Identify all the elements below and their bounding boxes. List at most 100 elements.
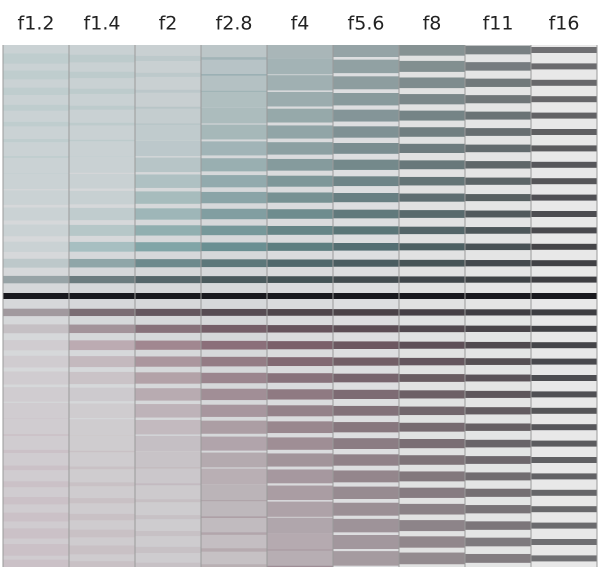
stripe (531, 178, 597, 185)
stripe (267, 357, 333, 367)
stripe (333, 325, 399, 333)
photo-column (399, 45, 465, 567)
stripe (531, 424, 597, 431)
stripe (201, 124, 267, 140)
stripe (135, 225, 201, 236)
column-background (465, 45, 531, 567)
stripe (3, 224, 69, 237)
stripe (333, 276, 399, 283)
stripe (3, 139, 69, 158)
stripe (333, 143, 399, 154)
stripe (267, 125, 333, 139)
column-background (267, 45, 333, 567)
stripe (69, 403, 135, 419)
stripe (399, 309, 465, 316)
stripe (465, 407, 531, 415)
stripe (333, 518, 399, 533)
stripe (531, 555, 597, 562)
stripe (399, 226, 465, 235)
stripe (531, 539, 597, 545)
stripe (135, 404, 201, 418)
stripe (267, 389, 333, 400)
stripe (465, 95, 531, 104)
stripe (201, 484, 267, 502)
stripe (465, 210, 531, 218)
photo-column (333, 45, 399, 567)
stripe (201, 436, 267, 451)
stripe (333, 45, 399, 57)
stripe (135, 259, 201, 268)
stripe (267, 58, 333, 75)
stripe (399, 77, 465, 89)
stripe (69, 105, 135, 126)
photo-column (267, 45, 333, 567)
stripe (135, 467, 201, 486)
stripe (531, 522, 597, 529)
stripe (69, 190, 135, 205)
stripe (465, 260, 531, 267)
stripe (3, 121, 69, 143)
stripe (135, 276, 201, 284)
stripe (267, 533, 333, 551)
stripe (135, 562, 201, 567)
stripe (201, 340, 267, 350)
stripe (399, 406, 465, 416)
stripe (69, 561, 135, 567)
stripe (267, 209, 333, 219)
stripe (201, 388, 267, 401)
stripe (399, 390, 465, 399)
stripe (201, 500, 267, 518)
stripe (531, 325, 597, 332)
stripe (333, 357, 399, 366)
stripe (399, 455, 465, 465)
aperture-label: f5.6 (348, 13, 385, 35)
stripe (135, 89, 201, 109)
stripe (333, 109, 399, 122)
stripe (333, 551, 399, 566)
stripe (135, 356, 201, 367)
stripe (3, 449, 69, 471)
stripe (333, 93, 399, 106)
stripe (333, 405, 399, 416)
stripe (399, 193, 465, 202)
stripe (69, 466, 135, 487)
stripe (69, 324, 135, 334)
stripe (3, 340, 69, 351)
stripe (531, 473, 597, 480)
stripe (333, 193, 399, 203)
stripe (135, 324, 201, 333)
stripe (3, 275, 69, 284)
stripe (267, 325, 333, 333)
stripe (69, 275, 135, 284)
stripe (201, 293, 267, 299)
stripe (465, 456, 531, 464)
stripe (3, 371, 69, 385)
stripe (333, 486, 399, 499)
stripe (333, 176, 399, 187)
stripe (267, 45, 333, 59)
stripe (69, 435, 135, 453)
stripe (465, 309, 531, 316)
stripe (201, 259, 267, 268)
stripe (3, 156, 69, 174)
stripe (531, 79, 597, 86)
stripe (399, 110, 465, 121)
stripe (267, 565, 333, 567)
stripe (135, 191, 201, 204)
stripe (135, 293, 201, 299)
stripe (135, 388, 201, 401)
stripe (3, 544, 69, 567)
stripe (267, 437, 333, 450)
stripe (135, 208, 201, 220)
stripe (135, 308, 201, 316)
stripe (201, 356, 267, 367)
stripe (531, 293, 597, 299)
stripe (3, 258, 69, 268)
stripe (69, 308, 135, 317)
stripe (267, 259, 333, 267)
stripe (333, 76, 399, 90)
stripe (531, 506, 597, 513)
stripe (333, 502, 399, 516)
stripe (333, 209, 399, 219)
stripe (399, 520, 465, 532)
